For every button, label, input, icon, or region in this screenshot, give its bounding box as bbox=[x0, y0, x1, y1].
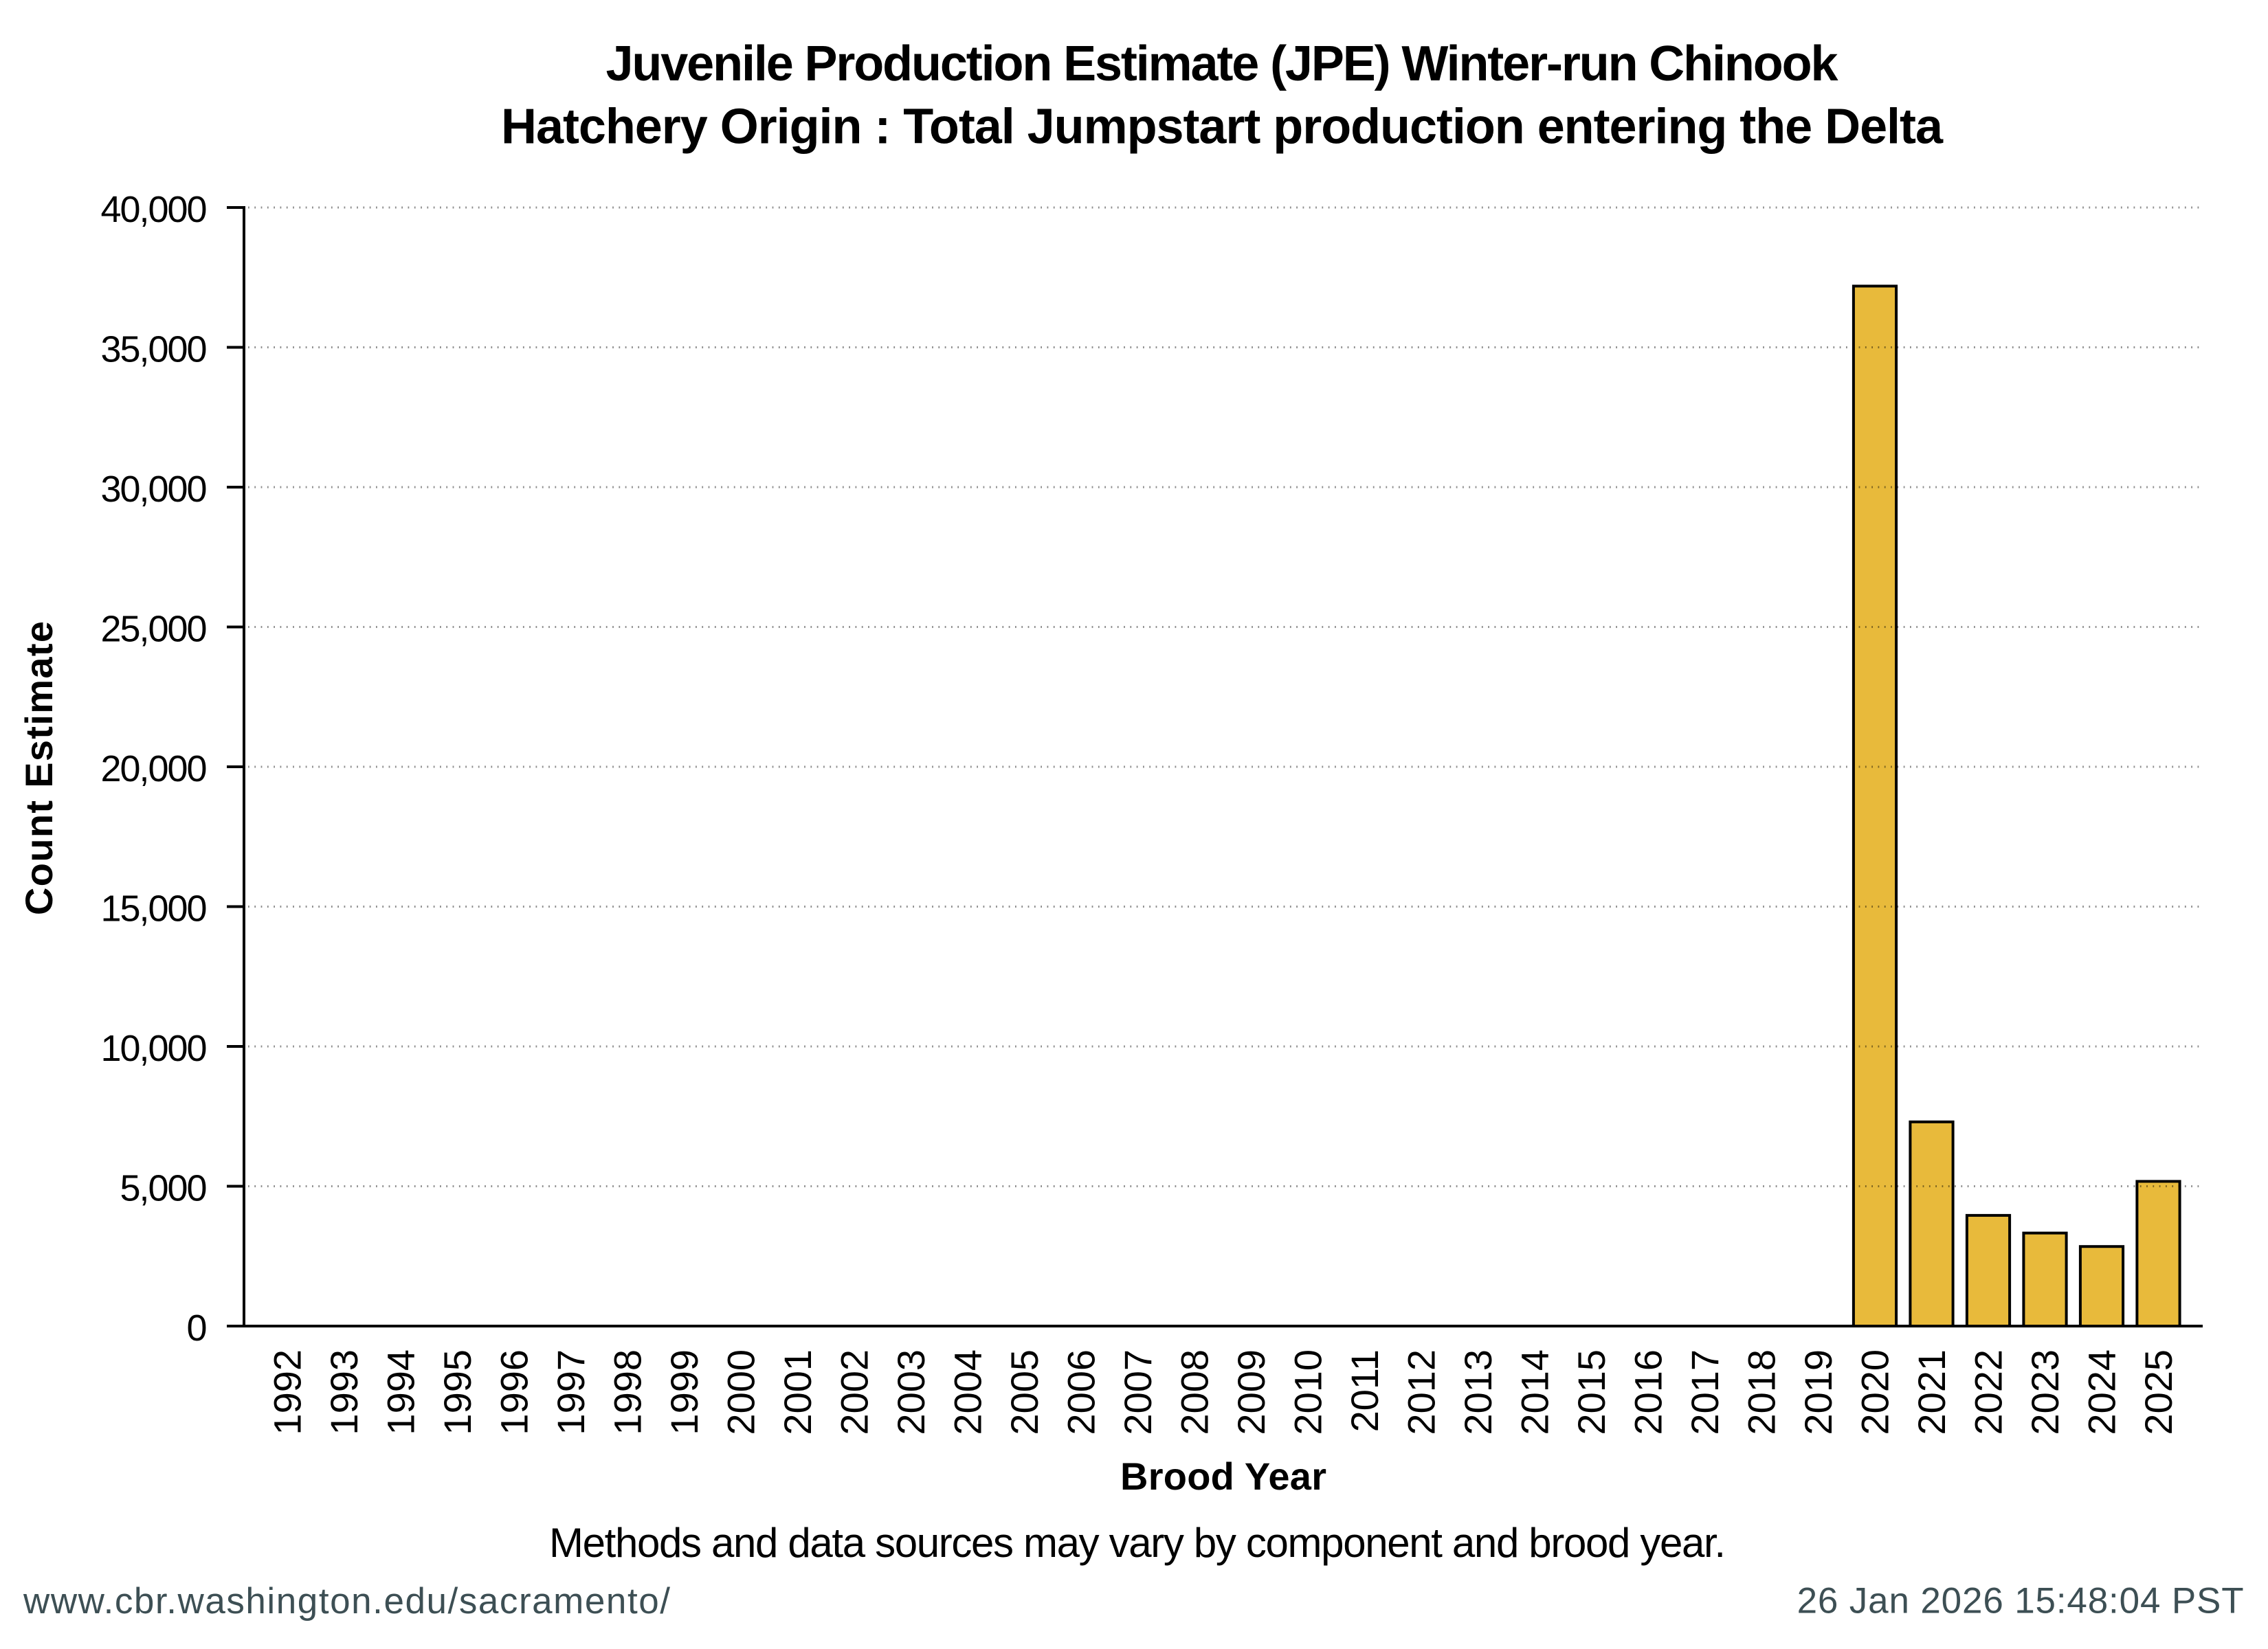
svg-text:2014: 2014 bbox=[1513, 1349, 1557, 1435]
svg-text:1992: 1992 bbox=[266, 1349, 309, 1435]
svg-text:25,000: 25,000 bbox=[101, 609, 208, 650]
svg-text:2017: 2017 bbox=[1683, 1349, 1726, 1435]
svg-text:2002: 2002 bbox=[833, 1349, 876, 1435]
svg-text:1995: 1995 bbox=[436, 1349, 479, 1435]
svg-text:2019: 2019 bbox=[1797, 1349, 1840, 1435]
svg-text:40,000: 40,000 bbox=[101, 189, 208, 230]
svg-text:1998: 1998 bbox=[606, 1349, 649, 1435]
svg-text:15,000: 15,000 bbox=[101, 888, 208, 930]
svg-text:26 Jan 2026 15:48:04 PST: 26 Jan 2026 15:48:04 PST bbox=[1797, 1581, 2244, 1622]
svg-text:2021: 2021 bbox=[1910, 1349, 1953, 1435]
svg-text:2003: 2003 bbox=[889, 1349, 933, 1435]
svg-text:2012: 2012 bbox=[1400, 1349, 1443, 1435]
svg-text:2000: 2000 bbox=[720, 1349, 763, 1435]
svg-text:2020: 2020 bbox=[1854, 1349, 1897, 1435]
svg-text:2011: 2011 bbox=[1343, 1349, 1386, 1432]
svg-text:1999: 1999 bbox=[663, 1349, 706, 1435]
svg-text:Brood Year: Brood Year bbox=[1120, 1455, 1326, 1498]
svg-text:2005: 2005 bbox=[1003, 1349, 1046, 1435]
svg-text:Hatchery Origin : Total Jumpst: Hatchery Origin : Total Jumpstart produc… bbox=[501, 100, 1944, 155]
svg-text:10,000: 10,000 bbox=[101, 1028, 208, 1069]
svg-text:0: 0 bbox=[186, 1308, 207, 1349]
svg-text:2024: 2024 bbox=[2080, 1349, 2124, 1435]
svg-text:2025: 2025 bbox=[2137, 1349, 2180, 1435]
svg-text:2022: 2022 bbox=[1967, 1349, 2010, 1435]
svg-text:2016: 2016 bbox=[1627, 1349, 1670, 1435]
svg-text:2010: 2010 bbox=[1287, 1349, 1330, 1435]
svg-text:20,000: 20,000 bbox=[101, 748, 208, 789]
svg-text:2004: 2004 bbox=[946, 1349, 990, 1435]
svg-text:2001: 2001 bbox=[776, 1349, 819, 1435]
svg-text:2007: 2007 bbox=[1116, 1349, 1159, 1435]
svg-text:5,000: 5,000 bbox=[120, 1168, 208, 1209]
svg-text:1994: 1994 bbox=[379, 1349, 423, 1435]
svg-text:1997: 1997 bbox=[549, 1349, 592, 1435]
svg-text:Juvenile Production Estimate (: Juvenile Production Estimate (JPE) Winte… bbox=[606, 36, 1839, 91]
svg-text:1996: 1996 bbox=[493, 1349, 536, 1435]
svg-text:1993: 1993 bbox=[322, 1349, 366, 1435]
svg-text:2013: 2013 bbox=[1456, 1349, 1500, 1435]
svg-text:www.cbr.washington.edu/sacrame: www.cbr.washington.edu/sacramento/ bbox=[23, 1581, 670, 1622]
svg-text:30,000: 30,000 bbox=[101, 469, 208, 510]
svg-text:2008: 2008 bbox=[1173, 1349, 1216, 1435]
svg-text:35,000: 35,000 bbox=[101, 329, 208, 370]
svg-text:2023: 2023 bbox=[2023, 1349, 2067, 1435]
svg-text:2006: 2006 bbox=[1060, 1349, 1103, 1435]
svg-text:2018: 2018 bbox=[1740, 1349, 1783, 1435]
svg-text:Methods and data sources may v: Methods and data sources may vary by com… bbox=[549, 1520, 1726, 1566]
svg-text:2015: 2015 bbox=[1570, 1349, 1613, 1435]
svg-text:2009: 2009 bbox=[1230, 1349, 1273, 1435]
svg-text:Count Estimate: Count Estimate bbox=[17, 621, 60, 915]
